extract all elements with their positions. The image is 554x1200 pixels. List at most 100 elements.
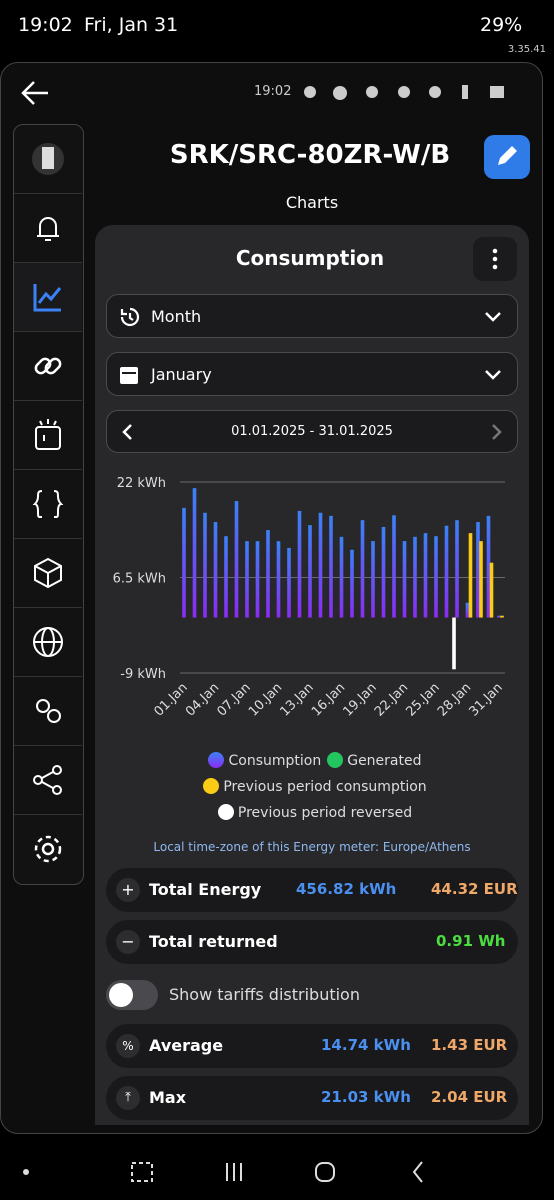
legend-swatch: [203, 778, 220, 794]
minus-icon: −: [116, 930, 140, 954]
bar: [479, 541, 483, 618]
timezone-note: Local time-zone of this Energy meter: Eu…: [153, 840, 471, 854]
x-tick-label: 31.Jan: [466, 680, 505, 719]
legend: Consumption Generated Previous period cons…: [95, 748, 529, 826]
energy-value: 21.03 kWh: [321, 1088, 411, 1106]
bar: [413, 536, 417, 618]
bar: [392, 515, 396, 618]
legend-swatch: [217, 804, 234, 820]
alerts-tab[interactable]: [14, 194, 82, 263]
month-select[interactable]: January: [106, 352, 518, 396]
bar: [224, 536, 228, 618]
bar: [452, 617, 456, 670]
energy-value: 14.74 kWh: [321, 1036, 411, 1054]
toolbar-time: 19:02: [254, 84, 292, 99]
legend-label[interactable]: Previous period reversed: [237, 805, 413, 821]
links-tab[interactable]: [14, 332, 82, 401]
x-tick-label: 10.Jan: [246, 680, 285, 719]
bar: [371, 541, 375, 618]
total-returned-row[interactable]: − Total returned 0.91 Wh: [106, 920, 518, 964]
device-title: SRK/SRC-80ZR-W/B: [169, 140, 451, 170]
share-tab[interactable]: [14, 746, 82, 815]
total-energy-row[interactable]: + Total Energy 456.82 kWh 44.32 EUR: [106, 868, 518, 912]
bar: [297, 510, 302, 618]
legend-label[interactable]: Consumption: [228, 753, 322, 769]
legend-label[interactable]: Generated: [347, 753, 422, 769]
energy-value: 0.91 Wh: [436, 932, 506, 950]
x-tick-label: 22.Jan: [372, 680, 411, 719]
battery: 29%: [480, 14, 523, 36]
y-tick-label: 6.5 kWh: [113, 572, 166, 587]
period-value: Month: [151, 307, 202, 326]
version: 3.35.41: [507, 44, 546, 55]
bar: [329, 515, 333, 618]
scripts-tab[interactable]: [14, 470, 82, 539]
display-tab[interactable]: [14, 401, 82, 470]
toggle[interactable]: [106, 980, 158, 1010]
percent-icon: %: [116, 1034, 140, 1058]
card-title: Consumption: [235, 246, 385, 270]
legend-line: Consumption Generated: [95, 748, 529, 774]
sidebar: [13, 124, 84, 885]
status-time: 19:02: [18, 14, 73, 36]
bar: [276, 541, 281, 618]
average-row[interactable]: % Average 14.74 kWh 1.43 EUR: [106, 1024, 518, 1068]
bar: [402, 541, 407, 618]
bar: [192, 488, 197, 618]
energy-value: 456.82 kWh: [296, 880, 397, 898]
legend-label[interactable]: Previous period consumption: [223, 779, 427, 795]
legend-line: Previous period reversed: [95, 800, 529, 826]
bar: [497, 615, 501, 618]
plus-icon: +: [116, 878, 140, 902]
toggle-label: Show tariffs distribution: [169, 985, 360, 1004]
x-tick-label: 04.Jan: [183, 680, 222, 719]
period-select[interactable]: Month: [106, 294, 518, 338]
legend-swatch: [208, 752, 225, 768]
bar: [468, 533, 473, 618]
bar: [182, 507, 186, 618]
settings-tab[interactable]: [14, 815, 82, 883]
y-tick-label: 22 kWh: [117, 476, 166, 491]
bar: [381, 526, 386, 618]
x-tick-label: 13.Jan: [277, 680, 316, 719]
charts-tab[interactable]: [14, 263, 82, 332]
x-tick-label: 16.Jan: [309, 680, 348, 719]
modules-tab[interactable]: [14, 539, 82, 608]
bar: [434, 536, 438, 618]
bar: [350, 549, 354, 618]
toolbar-icons: [304, 85, 504, 100]
month-value: January: [151, 365, 212, 384]
bar: [255, 541, 260, 618]
edit-button[interactable]: [484, 135, 530, 179]
status-date: Fri, Jan 31: [84, 14, 179, 36]
bar: [234, 501, 239, 618]
bar: [266, 530, 270, 618]
x-tick-label: 28.Jan: [435, 680, 474, 719]
menu-button[interactable]: [473, 237, 517, 281]
bar: [476, 522, 480, 618]
legend-swatch: [327, 752, 344, 768]
back-button[interactable]: [20, 78, 52, 108]
legend-line: Previous period consumption: [95, 774, 529, 800]
cost-value: 1.43 EUR: [431, 1036, 508, 1054]
bar: [486, 515, 491, 618]
max-row[interactable]: ⤒ Max 21.03 kWh 2.04 EUR: [106, 1076, 518, 1120]
device-icon[interactable]: [14, 125, 82, 194]
network-tab[interactable]: [14, 608, 82, 677]
x-tick-label: 07.Jan: [214, 680, 253, 719]
row-label: Total returned: [149, 932, 278, 951]
bar: [245, 541, 249, 618]
nav-bar: [23, 1161, 423, 1183]
row-label: Max: [149, 1088, 187, 1107]
bar: [423, 533, 428, 618]
bar: [308, 525, 312, 618]
advanced-settings-tab[interactable]: [14, 677, 82, 746]
bar: [213, 522, 218, 618]
x-tick-label: 19.Jan: [340, 680, 379, 719]
date-range: 01.01.2025 - 31.01.2025: [231, 424, 393, 439]
cost-value: 2.04 EUR: [431, 1088, 508, 1106]
cost-value: 44.32 EUR: [431, 880, 518, 898]
bar: [465, 602, 470, 618]
bar: [489, 562, 494, 618]
